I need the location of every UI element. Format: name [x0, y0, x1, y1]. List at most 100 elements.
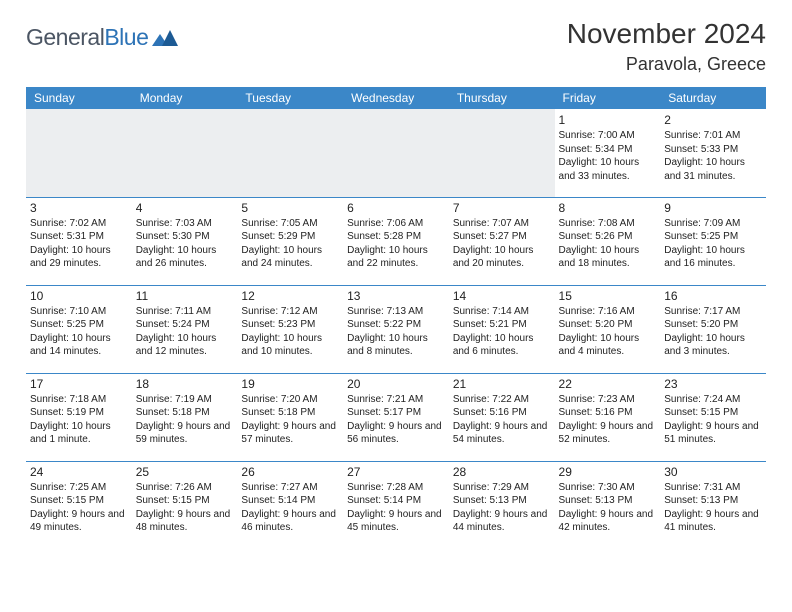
calendar-cell: 17Sunrise: 7:18 AMSunset: 5:19 PMDayligh…	[26, 373, 132, 461]
calendar-row: 3Sunrise: 7:02 AMSunset: 5:31 PMDaylight…	[26, 197, 766, 285]
calendar-row: 24 Sunrise: 7:25 AMSunset: 5:15 PMDayligh…	[26, 461, 766, 549]
day-number: 8	[559, 201, 657, 215]
calendar-row: 10 Sunrise: 7:10 AMSunset: 5:25 PMDayligh…	[26, 285, 766, 373]
calendar-cell: 11 Sunrise: 7:11 AMSunset: 5:24 PMDayligh…	[132, 285, 238, 373]
calendar-cell: 7Sunrise: 7:07 AMSunset: 5:27 PMDaylight…	[449, 197, 555, 285]
day-number: 24	[30, 465, 128, 479]
day-details: Sunrise: 7:23 AMSunset: 5:16 PMDaylight:…	[559, 393, 657, 447]
day-details: Sunrise: 7:24 AMSunset: 5:15 PMDaylight:…	[664, 393, 762, 447]
calendar-cell	[26, 109, 132, 197]
day-details: Sunrise: 7:26 AMSunset: 5:15 PMDaylight:…	[136, 481, 234, 535]
day-details: Sunrise: 7:00 AMSunset: 5:34 PMDaylight:…	[559, 129, 657, 183]
logo-text-blue: Blue	[104, 24, 148, 50]
calendar-cell: 23 Sunrise: 7:24 AMSunset: 5:15 PMDayligh…	[660, 373, 766, 461]
weekday-header: Sunday	[26, 87, 132, 109]
logo-text-general: General	[26, 24, 104, 50]
calendar-cell: 18 Sunrise: 7:19 AMSunset: 5:18 PMDayligh…	[132, 373, 238, 461]
calendar-cell: 15Sunrise: 7:16 AMSunset: 5:20 PMDayligh…	[555, 285, 661, 373]
day-number: 30	[664, 465, 762, 479]
calendar-cell: 6 Sunrise: 7:06 AMSunset: 5:28 PMDaylight…	[343, 197, 449, 285]
day-number: 26	[241, 465, 339, 479]
day-details: Sunrise: 7:14 AMSunset: 5:21 PMDaylight:…	[453, 305, 551, 359]
day-number: 9	[664, 201, 762, 215]
calendar-cell: 19Sunrise: 7:20 AMSunset: 5:18 PMDayligh…	[237, 373, 343, 461]
weekday-header: Monday	[132, 87, 238, 109]
day-details: Sunrise: 7:07 AMSunset: 5:27 PMDaylight:…	[453, 217, 551, 271]
day-number: 18	[136, 377, 234, 391]
day-details: Sunrise: 7:29 AMSunset: 5:13 PMDaylight:…	[453, 481, 551, 535]
calendar-cell: 9 Sunrise: 7:09 AMSunset: 5:25 PMDaylight…	[660, 197, 766, 285]
day-number: 5	[241, 201, 339, 215]
calendar-cell: 26 Sunrise: 7:27 AMSunset: 5:14 PMDayligh…	[237, 461, 343, 549]
day-number: 1	[559, 113, 657, 127]
calendar-cell	[343, 109, 449, 197]
calendar-cell: 4Sunrise: 7:03 AMSunset: 5:30 PMDaylight…	[132, 197, 238, 285]
calendar-cell: 27 Sunrise: 7:28 AMSunset: 5:14 PMDayligh…	[343, 461, 449, 549]
day-details: Sunrise: 7:06 AMSunset: 5:28 PMDaylight:…	[347, 217, 445, 271]
calendar-cell: 21Sunrise: 7:22 AMSunset: 5:16 PMDayligh…	[449, 373, 555, 461]
header: GeneralBlue November 2024 Paravola, Gree…	[26, 18, 766, 75]
calendar-cell: 25 Sunrise: 7:26 AMSunset: 5:15 PMDayligh…	[132, 461, 238, 549]
weekday-header: Friday	[555, 87, 661, 109]
day-number: 27	[347, 465, 445, 479]
day-details: Sunrise: 7:21 AMSunset: 5:17 PMDaylight:…	[347, 393, 445, 447]
day-details: Sunrise: 7:12 AMSunset: 5:23 PMDaylight:…	[241, 305, 339, 359]
calendar-cell: 2 Sunrise: 7:01 AMSunset: 5:33 PMDaylight…	[660, 109, 766, 197]
calendar-table: Sunday Monday Tuesday Wednesday Thursday…	[26, 87, 766, 549]
title-block: November 2024 Paravola, Greece	[567, 18, 766, 75]
day-number: 11	[136, 289, 234, 303]
day-details: Sunrise: 7:28 AMSunset: 5:14 PMDaylight:…	[347, 481, 445, 535]
day-details: Sunrise: 7:27 AMSunset: 5:14 PMDaylight:…	[241, 481, 339, 535]
day-number: 25	[136, 465, 234, 479]
day-details: Sunrise: 7:13 AMSunset: 5:22 PMDaylight:…	[347, 305, 445, 359]
day-details: Sunrise: 7:08 AMSunset: 5:26 PMDaylight:…	[559, 217, 657, 271]
day-number: 4	[136, 201, 234, 215]
calendar-cell: 22Sunrise: 7:23 AMSunset: 5:16 PMDayligh…	[555, 373, 661, 461]
day-details: Sunrise: 7:17 AMSunset: 5:20 PMDaylight:…	[664, 305, 762, 359]
day-details: Sunrise: 7:19 AMSunset: 5:18 PMDaylight:…	[136, 393, 234, 447]
calendar-cell: 28Sunrise: 7:29 AMSunset: 5:13 PMDayligh…	[449, 461, 555, 549]
calendar-row: 1 Sunrise: 7:00 AMSunset: 5:34 PMDaylight…	[26, 109, 766, 197]
day-details: Sunrise: 7:10 AMSunset: 5:25 PMDaylight:…	[30, 305, 128, 359]
weekday-header-row: Sunday Monday Tuesday Wednesday Thursday…	[26, 87, 766, 109]
calendar-cell: 13 Sunrise: 7:13 AMSunset: 5:22 PMDayligh…	[343, 285, 449, 373]
day-number: 2	[664, 113, 762, 127]
day-details: Sunrise: 7:09 AMSunset: 5:25 PMDaylight:…	[664, 217, 762, 271]
weekday-header: Tuesday	[237, 87, 343, 109]
day-number: 20	[347, 377, 445, 391]
day-number: 29	[559, 465, 657, 479]
day-number: 10	[30, 289, 128, 303]
calendar-cell	[132, 109, 238, 197]
day-number: 6	[347, 201, 445, 215]
day-details: Sunrise: 7:02 AMSunset: 5:31 PMDaylight:…	[30, 217, 128, 271]
calendar-cell: 12 Sunrise: 7:12 AMSunset: 5:23 PMDayligh…	[237, 285, 343, 373]
day-details: Sunrise: 7:22 AMSunset: 5:16 PMDaylight:…	[453, 393, 551, 447]
day-details: Sunrise: 7:31 AMSunset: 5:13 PMDaylight:…	[664, 481, 762, 535]
calendar-cell: 16Sunrise: 7:17 AMSunset: 5:20 PMDayligh…	[660, 285, 766, 373]
day-details: Sunrise: 7:25 AMSunset: 5:15 PMDaylight:…	[30, 481, 128, 535]
calendar-cell: 3Sunrise: 7:02 AMSunset: 5:31 PMDaylight…	[26, 197, 132, 285]
calendar-cell: 1 Sunrise: 7:00 AMSunset: 5:34 PMDaylight…	[555, 109, 661, 197]
calendar-cell: 24 Sunrise: 7:25 AMSunset: 5:15 PMDayligh…	[26, 461, 132, 549]
day-details: Sunrise: 7:11 AMSunset: 5:24 PMDaylight:…	[136, 305, 234, 359]
calendar-cell: 14 Sunrise: 7:14 AMSunset: 5:21 PMDayligh…	[449, 285, 555, 373]
day-details: Sunrise: 7:18 AMSunset: 5:19 PMDaylight:…	[30, 393, 128, 447]
day-number: 23	[664, 377, 762, 391]
day-details: Sunrise: 7:30 AMSunset: 5:13 PMDaylight:…	[559, 481, 657, 535]
day-number: 13	[347, 289, 445, 303]
calendar-cell	[449, 109, 555, 197]
day-number: 14	[453, 289, 551, 303]
weekday-header: Thursday	[449, 87, 555, 109]
calendar-cell: 29 Sunrise: 7:30 AMSunset: 5:13 PMDayligh…	[555, 461, 661, 549]
weekday-header: Saturday	[660, 87, 766, 109]
day-details: Sunrise: 7:01 AMSunset: 5:33 PMDaylight:…	[664, 129, 762, 183]
calendar-cell: 20 Sunrise: 7:21 AMSunset: 5:17 PMDayligh…	[343, 373, 449, 461]
day-details: Sunrise: 7:20 AMSunset: 5:18 PMDaylight:…	[241, 393, 339, 447]
day-number: 12	[241, 289, 339, 303]
month-title: November 2024	[567, 18, 766, 50]
calendar-row: 17Sunrise: 7:18 AMSunset: 5:19 PMDayligh…	[26, 373, 766, 461]
day-number: 15	[559, 289, 657, 303]
brand-logo: GeneralBlue	[26, 24, 178, 51]
calendar-cell: 8 Sunrise: 7:08 AMSunset: 5:26 PMDaylight…	[555, 197, 661, 285]
logo-mark-icon	[152, 28, 178, 48]
